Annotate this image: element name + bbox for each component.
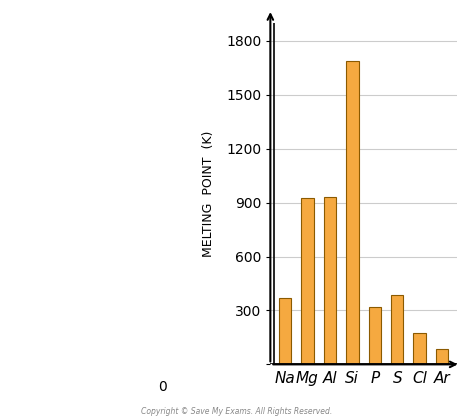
Y-axis label: MELTING  POINT  (K): MELTING POINT (K) (202, 131, 215, 257)
Bar (413, 333, 426, 365)
Bar (436, 349, 448, 365)
Bar (324, 197, 336, 365)
Bar (301, 199, 314, 365)
Bar (391, 295, 403, 365)
Text: 0: 0 (158, 380, 167, 394)
Bar (369, 307, 381, 365)
Bar (279, 298, 291, 365)
Bar (346, 61, 358, 365)
Text: Copyright © Save My Exams. All Rights Reserved.: Copyright © Save My Exams. All Rights Re… (141, 407, 333, 416)
